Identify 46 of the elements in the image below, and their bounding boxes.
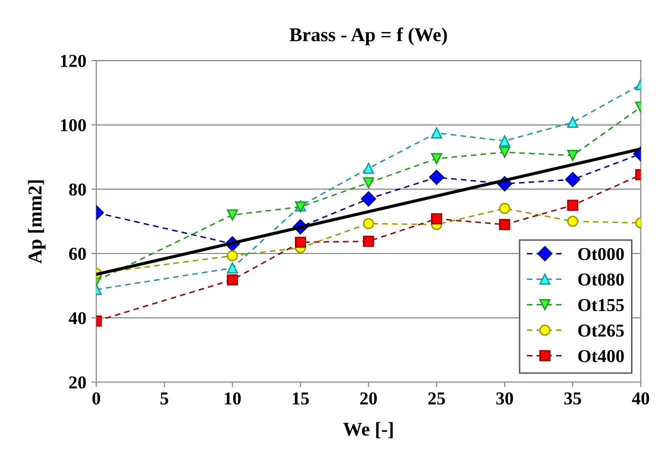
legend-label: Ot155 — [578, 299, 624, 312]
x-tick-label: 40 — [632, 392, 650, 405]
point — [565, 172, 580, 188]
legend-label: Ot080 — [578, 273, 624, 286]
point — [431, 153, 442, 164]
x-axis-title: We [-] — [343, 422, 393, 438]
point — [360, 191, 376, 206]
legend-label: Ot000 — [578, 248, 624, 260]
chart-title: Brass - Ap = f (We) — [290, 27, 447, 46]
x-tick-label: 15 — [292, 392, 309, 405]
y-tick-label: 40 — [68, 312, 86, 324]
point — [362, 218, 374, 230]
point — [362, 177, 374, 188]
point — [567, 216, 578, 227]
point — [226, 262, 238, 274]
legend-label: Ot265 — [578, 324, 624, 337]
point — [226, 209, 238, 220]
legend-label: Ot400 — [578, 350, 624, 362]
x-tick-label: 35 — [564, 392, 582, 405]
point — [431, 127, 442, 138]
point — [567, 150, 578, 161]
y-tick-label: 80 — [69, 183, 86, 196]
point — [499, 135, 510, 147]
y-tick-label: 120 — [60, 54, 86, 68]
point — [362, 236, 374, 247]
point — [226, 250, 238, 262]
point — [431, 213, 442, 224]
y-tick-label: 60 — [69, 248, 86, 260]
x-tick-label: 30 — [496, 392, 513, 405]
point — [499, 202, 510, 214]
x-tick-label: 0 — [92, 392, 100, 405]
x-tick-label: 20 — [360, 392, 377, 405]
y-tick-label: 20 — [69, 376, 86, 389]
point — [499, 219, 510, 230]
point — [567, 116, 578, 128]
point — [429, 170, 444, 185]
point — [567, 200, 578, 211]
x-tick-label: 10 — [224, 392, 241, 405]
x-tick-label: 5 — [160, 392, 168, 405]
y-tick-label: 100 — [60, 119, 86, 132]
x-tick-label: 25 — [428, 392, 445, 405]
point — [362, 162, 374, 174]
point — [294, 236, 306, 248]
point — [226, 274, 238, 286]
y-axis-title: Ap [mm2] — [28, 180, 46, 264]
point — [499, 146, 510, 158]
